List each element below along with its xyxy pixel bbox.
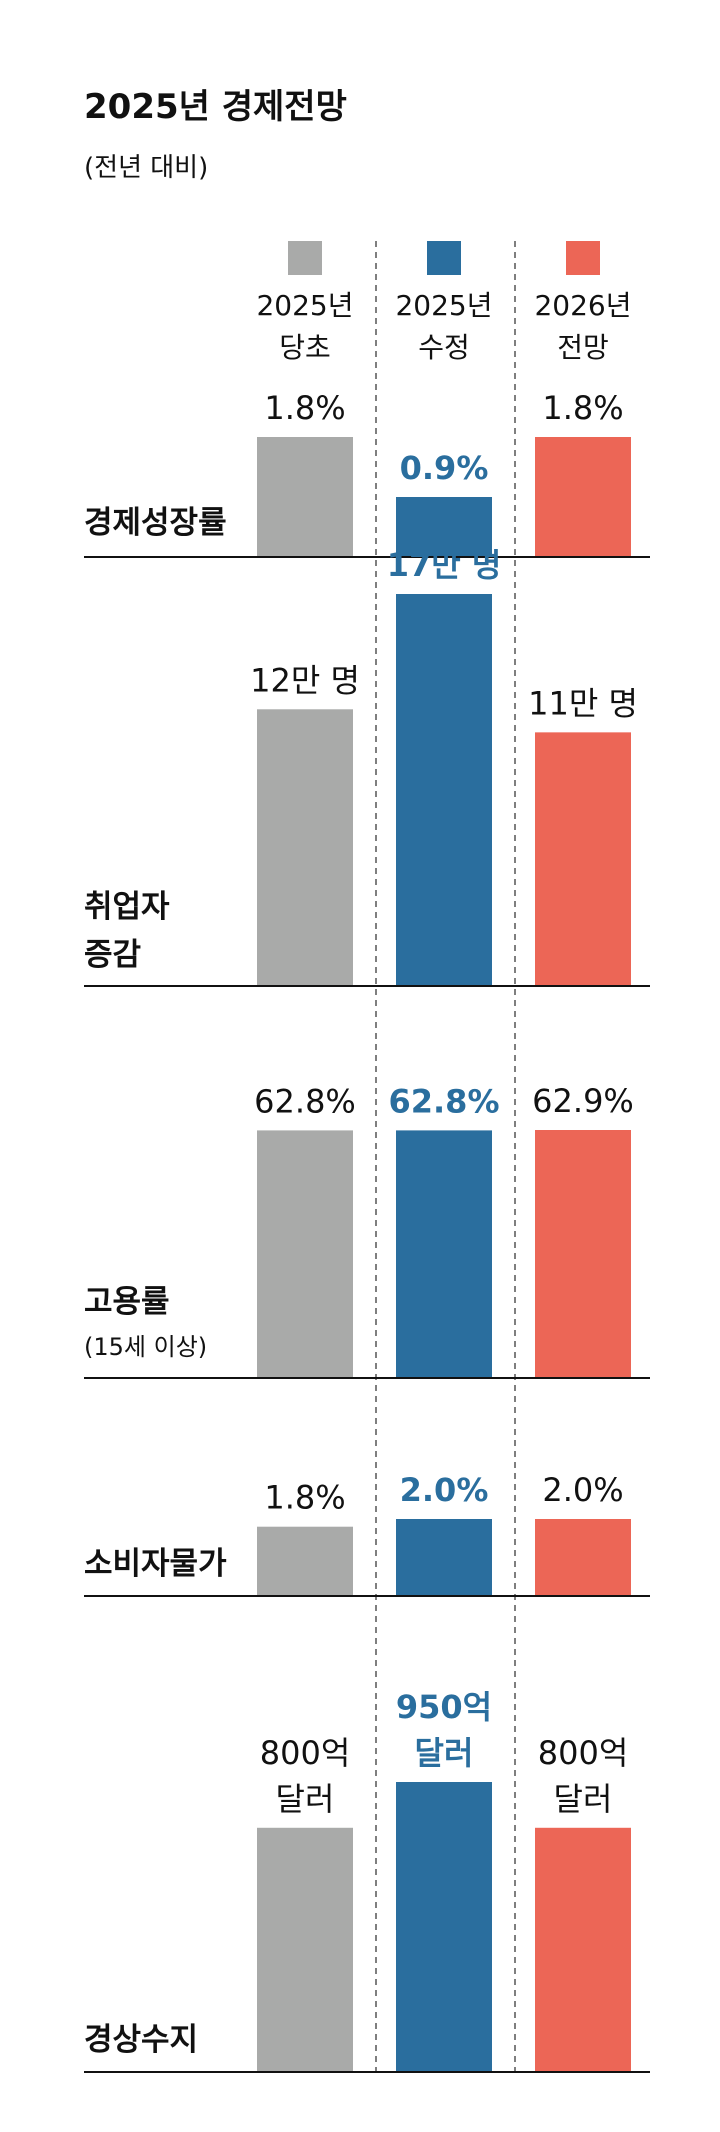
legend-swatch: [566, 241, 600, 275]
bar: [396, 1130, 492, 1378]
legend-swatch: [427, 241, 461, 275]
data-label: 2.0%: [542, 1471, 623, 1509]
data-label: 달러: [276, 1780, 335, 1818]
column-dividers: [375, 241, 516, 2072]
chart-title: 2025년 경제전망: [84, 87, 347, 127]
data-label: 62.8%: [254, 1082, 356, 1120]
legend-swatch: [288, 241, 322, 275]
bar: [257, 437, 353, 557]
bar: [396, 594, 492, 986]
legend-label: 수정: [418, 331, 470, 364]
data-label: 12만 명: [250, 661, 360, 699]
metric-sublabel: (15세 이상): [84, 1333, 207, 1361]
data-label: 0.9%: [400, 449, 489, 487]
bar: [396, 1519, 492, 1596]
legend-label: 전망: [557, 331, 609, 364]
bar: [257, 709, 353, 986]
legend-label: 2026년: [534, 289, 631, 322]
bar: [535, 437, 631, 557]
bar: [396, 1782, 492, 2072]
data-label: 62.8%: [388, 1082, 499, 1120]
bar: [535, 1519, 631, 1596]
legend-label: 2025년: [395, 289, 492, 322]
metric-label: 경제성장률: [84, 505, 227, 541]
legend-label: 2025년: [256, 289, 353, 322]
data-label: 1.8%: [264, 389, 345, 427]
metric-panel: 62.8% 62.8% 62.9% 고용률 (15세 이상): [84, 1082, 650, 1379]
data-label: 17만 명: [387, 546, 502, 584]
data-label: 800억: [538, 1734, 629, 1772]
bar: [396, 497, 492, 557]
metric-label: 고용률: [84, 1284, 170, 1320]
metric-label: 취업자: [84, 889, 170, 925]
metric-panel: 1.8% 0.9% 1.8% 경제성장률: [84, 389, 650, 558]
metric-label: 경상수지: [84, 2022, 198, 2058]
chart-subtitle: (전년 대비): [84, 153, 208, 183]
data-label: 800억: [260, 1734, 351, 1772]
bar: [535, 1827, 631, 2072]
bar: [535, 1130, 631, 1378]
legend-label: 당초: [279, 331, 331, 364]
data-label: 달러: [415, 1734, 474, 1772]
data-label: 1.8%: [542, 389, 623, 427]
metric-label: 소비자물가: [84, 1546, 227, 1582]
metric-panel: 1.8% 2.0% 2.0% 소비자물가: [84, 1471, 650, 1597]
data-label: 950억: [396, 1688, 492, 1726]
metric-label: 증감: [84, 937, 141, 973]
bar: [535, 732, 631, 986]
bar: [257, 1827, 353, 2072]
data-label: 달러: [554, 1780, 613, 1818]
data-label: 11만 명: [528, 684, 638, 722]
data-label: 62.9%: [532, 1082, 634, 1120]
bar: [257, 1130, 353, 1378]
data-label: 2.0%: [400, 1471, 489, 1509]
data-label: 1.8%: [264, 1479, 345, 1517]
bar: [257, 1526, 353, 1596]
